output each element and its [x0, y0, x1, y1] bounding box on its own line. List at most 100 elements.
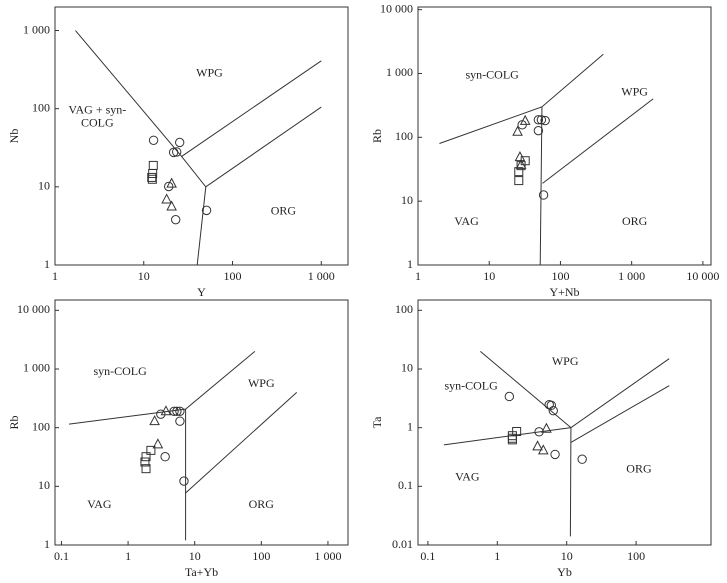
point-circle — [504, 391, 515, 402]
y-tick-label: 10 000 — [380, 1, 413, 15]
boundary-line — [439, 53, 604, 144]
point-circle — [171, 147, 182, 157]
boundary-line — [569, 427, 572, 537]
region-label: VAG + syn- — [68, 102, 126, 116]
point-square — [514, 167, 524, 177]
point-triangle — [532, 440, 543, 451]
point-circle — [148, 135, 159, 146]
point-square — [147, 174, 157, 184]
point-circle — [533, 125, 544, 136]
boundary-line — [75, 30, 207, 266]
boundary-line — [443, 358, 670, 446]
point-triangle — [541, 422, 552, 433]
point-circle — [170, 214, 181, 225]
point-triangle — [166, 200, 177, 211]
y-axis-label: Ta — [370, 416, 384, 428]
point-square — [516, 161, 526, 171]
x-tick-label: 10 — [138, 269, 150, 283]
x-tick-label: 1 000 — [308, 269, 335, 283]
x-tick-label: 100 — [252, 549, 270, 563]
point-square — [147, 172, 157, 182]
plot-frame — [417, 6, 712, 266]
point-triangle — [537, 444, 549, 455]
y-tick-label: 10 — [401, 361, 413, 375]
x-tick-label: 0.1 — [54, 549, 69, 563]
point-square — [507, 435, 517, 445]
x-tick-label: 10 000 — [686, 269, 719, 283]
point-circle — [538, 190, 549, 200]
point-circle — [546, 400, 557, 411]
y-tick-label: 0.1 — [398, 478, 413, 492]
y-tick-label: 100 — [32, 419, 50, 433]
point-triangle — [152, 438, 164, 449]
point-triangle — [514, 151, 526, 162]
point-square — [141, 452, 151, 462]
point-circle — [174, 137, 185, 148]
x-axis-label: Yb — [557, 565, 572, 579]
x-tick-label: 1 — [52, 269, 58, 283]
y-tick-label: 1 — [407, 257, 413, 271]
x-axis-label: Y — [197, 285, 206, 299]
point-circle — [172, 406, 182, 417]
boundary-line — [185, 391, 298, 494]
point-square — [146, 445, 156, 455]
region-label: ORG — [271, 204, 297, 218]
x-axis-label: Y+Nb — [549, 285, 579, 299]
y-tick-label: 10 — [38, 478, 50, 492]
point-circle — [550, 449, 560, 460]
boundary-line — [181, 60, 322, 157]
region-label: ORG — [626, 462, 652, 476]
point-triangle — [149, 415, 160, 426]
region-label: ORG — [249, 497, 275, 511]
y-tick-label: 1 — [44, 257, 50, 271]
point-square — [140, 457, 150, 467]
point-square — [514, 176, 524, 186]
y-axis-label: Rb — [370, 129, 384, 143]
region-label: syn-COLG — [93, 364, 147, 378]
point-triangle — [515, 158, 527, 169]
point-circle — [577, 454, 587, 464]
point-square — [148, 160, 158, 170]
y-tick-label: 100 — [395, 129, 413, 143]
region-label: WPG — [248, 376, 275, 390]
point-triangle — [161, 193, 172, 204]
point-triangle — [519, 114, 531, 125]
point-square — [141, 464, 151, 474]
y-tick-label: 10 000 — [17, 302, 50, 316]
region-label: ORG — [622, 214, 648, 228]
x-tick-label: 1 000 — [618, 269, 645, 283]
point-circle — [179, 476, 189, 486]
region-label: COLG — [81, 115, 114, 129]
boundary-line — [570, 385, 670, 443]
y-axis-label: Rb — [7, 415, 21, 429]
x-tick-label: 100 — [627, 549, 645, 563]
y-tick-label: 1 000 — [23, 22, 50, 36]
point-triangle — [512, 125, 523, 136]
y-tick-label: 1 — [44, 537, 50, 551]
x-tick-label: 10 — [483, 269, 495, 283]
region-label: VAG — [455, 470, 480, 484]
region-label: WPG — [552, 354, 579, 368]
boundary-line — [539, 106, 543, 266]
y-tick-label: 100 — [395, 302, 413, 316]
x-tick-label: 1 000 — [314, 549, 341, 563]
region-label: WPG — [196, 66, 223, 80]
y-tick-label: 1 000 — [23, 361, 50, 375]
y-tick-label: 0.01 — [392, 537, 413, 551]
y-tick-label: 10 — [38, 179, 50, 193]
region-label: VAG — [87, 497, 112, 511]
point-circle — [540, 115, 550, 126]
point-circle — [201, 205, 212, 216]
region-label: WPG — [621, 84, 648, 98]
point-circle — [175, 416, 185, 426]
point-circle — [168, 147, 179, 158]
plot-frame — [54, 6, 349, 266]
point-circle — [169, 406, 179, 417]
point-circle — [164, 181, 174, 192]
point-circle — [533, 115, 544, 125]
region-label: VAG — [454, 214, 479, 228]
region-label: syn-COLG — [444, 378, 498, 392]
x-tick-label: 10 — [189, 549, 201, 563]
point-circle — [175, 406, 185, 417]
x-tick-label: 1 — [494, 549, 500, 563]
